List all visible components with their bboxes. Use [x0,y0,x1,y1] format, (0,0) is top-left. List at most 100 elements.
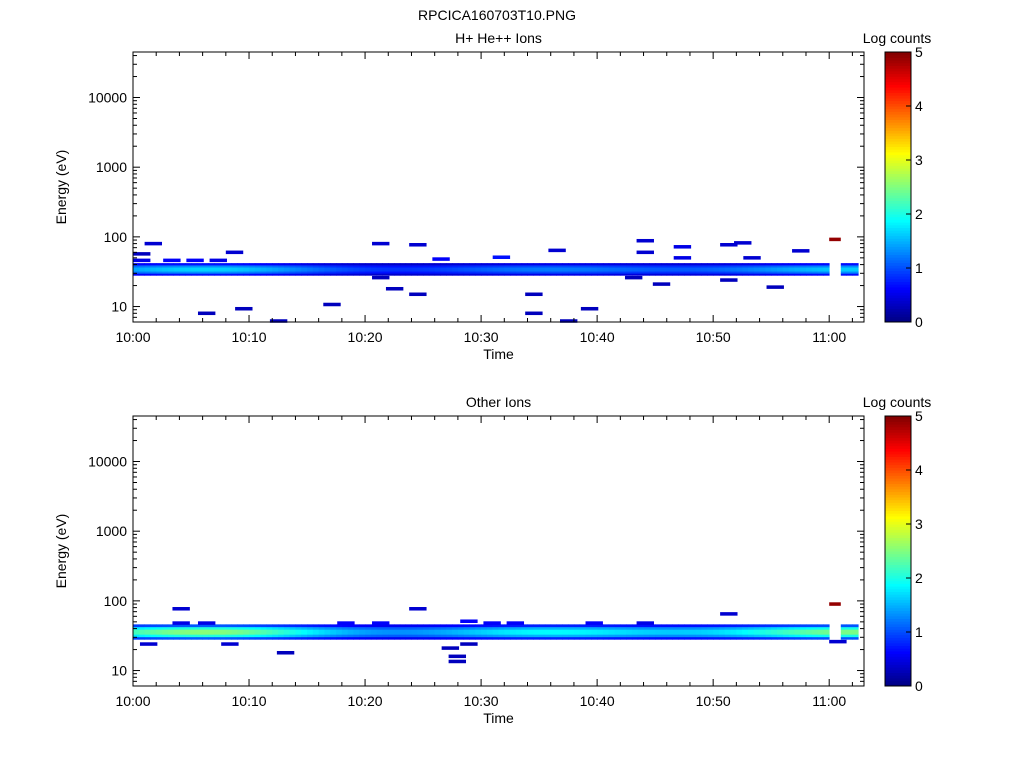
band-cell [811,631,818,635]
colorbar-step [885,421,911,425]
band-cell [608,626,615,630]
x-tick-label: 10:00 [115,693,150,709]
band-cell [852,636,859,640]
band-cell [225,634,233,638]
band-cell [637,265,644,268]
band-cell [840,634,847,638]
band-cell [237,269,244,272]
band-cell [684,626,691,630]
band-cell [231,626,238,630]
band-cell [382,634,389,638]
band-cell [475,631,482,635]
colorbar-step [885,224,911,228]
band-cell [655,634,662,638]
band-cell [202,265,209,268]
count-cell [829,602,841,606]
band-cell [771,265,778,268]
colorbar-step [885,486,911,490]
band-cell [724,271,731,274]
colorbar-step [885,618,911,622]
band-cell [713,624,720,628]
band-cell [452,634,459,638]
band-cell [237,629,244,633]
band-cell [637,273,644,276]
band-cell [353,267,360,270]
band-cell [185,636,192,640]
band-cell [283,263,291,266]
band-cell [231,634,238,638]
band-cell [162,636,169,640]
colorbar-step [885,580,911,584]
band-cell [399,626,407,630]
band-cell [382,269,389,272]
colorbar-tick-label: 4 [915,98,923,114]
band-cell [260,629,267,633]
band-cell [330,263,337,266]
band-cell [649,626,656,630]
band-cell [457,265,465,268]
band-cell [133,629,140,633]
band-cell [260,273,267,276]
band-cell [150,634,157,638]
band-cell [701,271,708,274]
band-cell [707,631,714,635]
band-cell [573,636,581,640]
band-cell [191,269,198,272]
band-cell [492,636,499,640]
band-cell [231,267,238,270]
band-cell [353,626,360,630]
band-cell [759,629,766,633]
band-cell [307,631,314,635]
band-cell [846,263,853,266]
band-cell [707,636,714,640]
band-cell [353,269,360,272]
band-cell [695,636,702,640]
band-cell [544,265,552,268]
band-cell [138,265,146,268]
band-cell [336,634,343,638]
band-cell [185,631,192,635]
colorbar-step [885,111,911,115]
band-cell [730,631,737,635]
band-cell [504,273,511,276]
band-cell [394,273,401,276]
band-cell [191,626,198,630]
band-cell [220,269,227,272]
band-cell [759,626,766,630]
band-cell [191,267,198,270]
band-cell [852,273,859,276]
band-cell [597,626,604,630]
band-cell [840,269,847,272]
band-cell [846,629,853,633]
band-cell [341,273,349,276]
band-cell [852,269,859,272]
plot-area [133,52,864,322]
band-cell [289,626,296,630]
colorbar-step [885,195,911,199]
band-cell [220,629,227,633]
band-cell [463,263,470,266]
colorbar-step [885,122,911,126]
x-tick-label: 10:30 [464,693,499,709]
band-cell [185,626,192,630]
band-cell [713,267,720,270]
band-cell [481,634,488,638]
band-cell [434,271,441,274]
band-cell [138,271,146,274]
band-cell [800,629,807,633]
colorbar-step [885,178,911,183]
band-cell [666,273,673,276]
band-cell [753,263,760,266]
band-cell [811,636,818,640]
band-cell [324,631,331,635]
band-cell [707,269,714,272]
band-cell [481,271,488,274]
band-cell [707,626,714,630]
band-cell [486,631,494,635]
band-cell [133,624,140,628]
band-cell [562,271,569,274]
band-cell [295,629,302,633]
band-cell [707,267,714,270]
band-cell [307,634,314,638]
